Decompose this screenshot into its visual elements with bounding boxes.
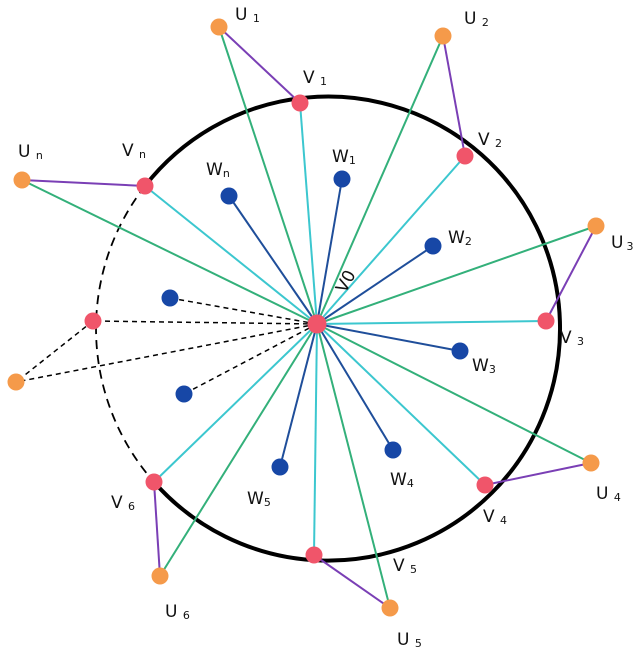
label-v5: V 5 <box>393 556 417 576</box>
dashed-uv-edge <box>15 320 94 383</box>
label-vn: V n <box>122 141 146 161</box>
label-u5: U 5 <box>397 630 422 650</box>
label-w4: W4 <box>390 470 414 490</box>
spoke-u1 <box>218 26 318 325</box>
node-u4 <box>582 454 600 472</box>
edge-u3-v3 <box>545 225 597 322</box>
spokes-to-v <box>144 102 547 556</box>
spoke-u5 <box>316 323 391 609</box>
node-w1 <box>333 170 351 188</box>
node-w-omitted-lower <box>175 385 193 403</box>
node-v3 <box>537 312 555 330</box>
spoke-v5 <box>313 323 318 556</box>
node-u1 <box>210 18 228 36</box>
u-nodes <box>7 18 605 617</box>
w-nodes <box>161 170 469 476</box>
spoke-wn <box>228 195 318 325</box>
spoke-v1 <box>299 102 318 325</box>
edge-u6-v6 <box>153 481 161 577</box>
edge-u5-v5 <box>313 554 391 609</box>
dashed-spoke-v <box>92 320 318 325</box>
edge-un-vn <box>21 179 146 187</box>
label-w1: W1 <box>332 147 356 167</box>
dashed-spoke-u <box>15 323 318 383</box>
spokes-to-u <box>21 26 597 609</box>
spoke-u2 <box>316 35 444 325</box>
label-w2: W2 <box>448 228 472 248</box>
spoke-v6 <box>153 323 318 483</box>
node-un <box>13 171 31 189</box>
spoke-w4 <box>316 323 394 451</box>
spoke-u4 <box>316 323 592 464</box>
node-u-omitted <box>7 373 25 391</box>
node-w2 <box>424 237 442 255</box>
label-u2: U 2 <box>464 9 489 29</box>
node-v2 <box>456 147 474 165</box>
node-w-omitted-upper <box>161 289 179 307</box>
node-u6 <box>151 567 169 585</box>
label-w5: W5 <box>247 489 271 509</box>
node-u2 <box>434 27 452 45</box>
label-v6: V 6 <box>111 493 135 513</box>
spoke-u3 <box>316 225 597 325</box>
spoke-u6 <box>159 323 318 577</box>
node-v-omitted <box>84 312 102 330</box>
edge-u1-v1 <box>218 26 301 104</box>
node-w5 <box>271 458 289 476</box>
dashed-spoke-upper <box>169 297 318 325</box>
label-v4: V 4 <box>483 507 507 527</box>
node-w3 <box>451 342 469 360</box>
label-v3: V 3 <box>560 328 584 348</box>
node-v1 <box>291 94 309 112</box>
node-w4 <box>384 441 402 459</box>
circle-dashed-arc <box>95 185 155 483</box>
label-un: U n <box>18 142 43 162</box>
label-u4: U 4 <box>596 484 621 504</box>
spoke-v2 <box>316 155 466 325</box>
edge-u2-v2 <box>442 35 466 157</box>
node-wn <box>220 187 238 205</box>
spoke-v4 <box>316 323 486 486</box>
label-v1: V 1 <box>303 68 327 88</box>
spoke-w5 <box>279 323 318 468</box>
label-u1: U 1 <box>235 5 260 25</box>
label-wn: Wn <box>206 160 230 180</box>
spoke-w1 <box>316 178 343 325</box>
dashed-spoke-lower <box>183 323 318 395</box>
spoke-un <box>21 179 318 325</box>
node-u5 <box>381 599 399 617</box>
label-w3: W3 <box>472 356 496 376</box>
node-v0-center <box>307 314 327 334</box>
spokes-to-w <box>228 178 461 468</box>
edge-u4-v4 <box>484 462 592 486</box>
node-u3 <box>587 217 605 235</box>
spoke-w3 <box>316 323 461 352</box>
spoke-vn <box>144 185 318 325</box>
uv-edges <box>21 26 597 609</box>
label-u6: U 6 <box>165 602 190 622</box>
node-v5 <box>305 546 323 564</box>
node-v6 <box>145 473 163 491</box>
spoke-w2 <box>316 245 434 325</box>
dashed-edges <box>15 297 318 395</box>
node-vn <box>136 177 154 195</box>
spoke-v3 <box>316 320 547 325</box>
node-v4 <box>476 476 494 494</box>
label-v2: V 2 <box>478 130 502 150</box>
label-v0: V0 <box>332 267 360 296</box>
v-nodes <box>84 94 555 564</box>
